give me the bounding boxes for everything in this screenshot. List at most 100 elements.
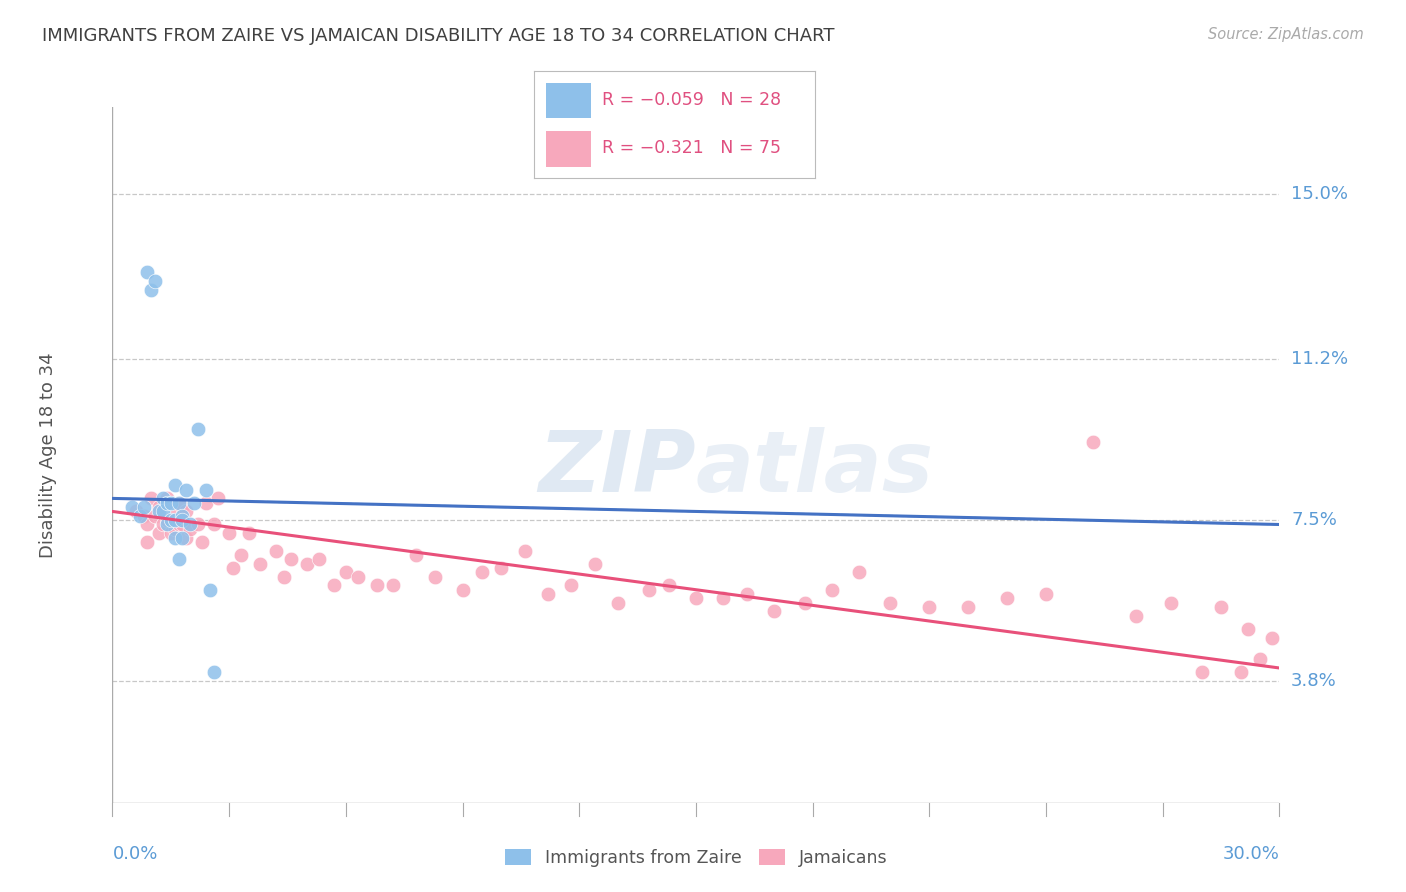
Point	[143, 274, 166, 288]
Point	[167, 496, 190, 510]
Point	[183, 496, 205, 510]
Point	[222, 561, 245, 575]
Point	[1035, 587, 1057, 601]
Point	[163, 513, 186, 527]
Point	[425, 570, 447, 584]
Text: ZIP: ZIP	[538, 427, 696, 510]
Point	[156, 496, 179, 510]
Point	[179, 522, 201, 536]
Point	[1081, 434, 1104, 449]
Text: Disability Age 18 to 34: Disability Age 18 to 34	[39, 352, 58, 558]
Point	[249, 557, 271, 571]
Point	[156, 491, 179, 506]
Point	[1209, 600, 1232, 615]
Point	[793, 596, 815, 610]
Text: 15.0%: 15.0%	[1291, 185, 1348, 203]
Point	[207, 491, 229, 506]
Point	[163, 478, 186, 492]
Point	[346, 570, 368, 584]
Point	[295, 557, 318, 571]
Legend: Immigrants from Zaire, Jamaicans: Immigrants from Zaire, Jamaicans	[498, 842, 894, 874]
Point	[638, 582, 661, 597]
Point	[848, 566, 870, 580]
Point	[1260, 631, 1282, 645]
Point	[176, 504, 198, 518]
Point	[323, 578, 346, 592]
Point	[202, 517, 225, 532]
Point	[163, 531, 186, 545]
Point	[1160, 596, 1182, 610]
Point	[163, 522, 186, 536]
Point	[1237, 622, 1260, 636]
Point	[143, 508, 166, 523]
Point	[537, 587, 560, 601]
Point	[167, 517, 190, 532]
Point	[148, 500, 170, 514]
Point	[513, 543, 536, 558]
Bar	[546, 83, 591, 119]
Point	[918, 600, 941, 615]
Text: 0.0%: 0.0%	[112, 845, 157, 863]
Text: 7.5%: 7.5%	[1291, 511, 1337, 529]
Point	[187, 422, 209, 436]
Point	[176, 483, 198, 497]
Point	[308, 552, 330, 566]
Point	[187, 517, 209, 532]
Point	[125, 504, 148, 518]
Point	[160, 496, 183, 510]
Point	[156, 517, 179, 532]
Point	[280, 552, 302, 566]
Point	[172, 513, 194, 527]
Point	[172, 531, 194, 545]
Point	[1229, 665, 1251, 680]
Point	[1125, 608, 1147, 623]
Text: atlas: atlas	[696, 427, 934, 510]
Point	[491, 561, 513, 575]
Point	[136, 534, 159, 549]
Point	[172, 500, 194, 514]
Point	[879, 596, 901, 610]
Point	[179, 517, 201, 532]
Text: 3.8%: 3.8%	[1291, 672, 1337, 690]
Point	[1191, 665, 1213, 680]
Point	[198, 582, 221, 597]
Point	[152, 491, 174, 506]
Text: Source: ZipAtlas.com: Source: ZipAtlas.com	[1208, 27, 1364, 42]
Text: R = −0.059   N = 28: R = −0.059 N = 28	[602, 91, 780, 109]
Point	[136, 517, 159, 532]
Point	[176, 531, 198, 545]
Point	[148, 504, 170, 518]
Point	[152, 504, 174, 518]
Text: 11.2%: 11.2%	[1291, 351, 1348, 368]
Point	[152, 517, 174, 532]
Point	[128, 508, 150, 523]
Point	[335, 566, 357, 580]
Point	[471, 566, 494, 580]
Text: R = −0.321   N = 75: R = −0.321 N = 75	[602, 139, 780, 157]
Bar	[546, 131, 591, 167]
Point	[735, 587, 758, 601]
Point	[121, 500, 143, 514]
Point	[607, 596, 630, 610]
Point	[132, 508, 155, 523]
Point	[560, 578, 582, 592]
Point	[141, 283, 163, 297]
Point	[273, 570, 295, 584]
Point	[957, 600, 980, 615]
Point	[218, 526, 240, 541]
Point	[172, 517, 194, 532]
Point	[148, 526, 170, 541]
Point	[381, 578, 404, 592]
Point	[238, 526, 260, 541]
Point	[229, 548, 252, 562]
Text: IMMIGRANTS FROM ZAIRE VS JAMAICAN DISABILITY AGE 18 TO 34 CORRELATION CHART: IMMIGRANTS FROM ZAIRE VS JAMAICAN DISABI…	[42, 27, 835, 45]
Point	[1249, 652, 1271, 666]
Point	[995, 591, 1018, 606]
Point	[191, 534, 214, 549]
Point	[451, 582, 474, 597]
Point	[132, 500, 155, 514]
Point	[194, 483, 217, 497]
Text: 30.0%: 30.0%	[1223, 845, 1279, 863]
Point	[167, 496, 190, 510]
Point	[821, 582, 844, 597]
